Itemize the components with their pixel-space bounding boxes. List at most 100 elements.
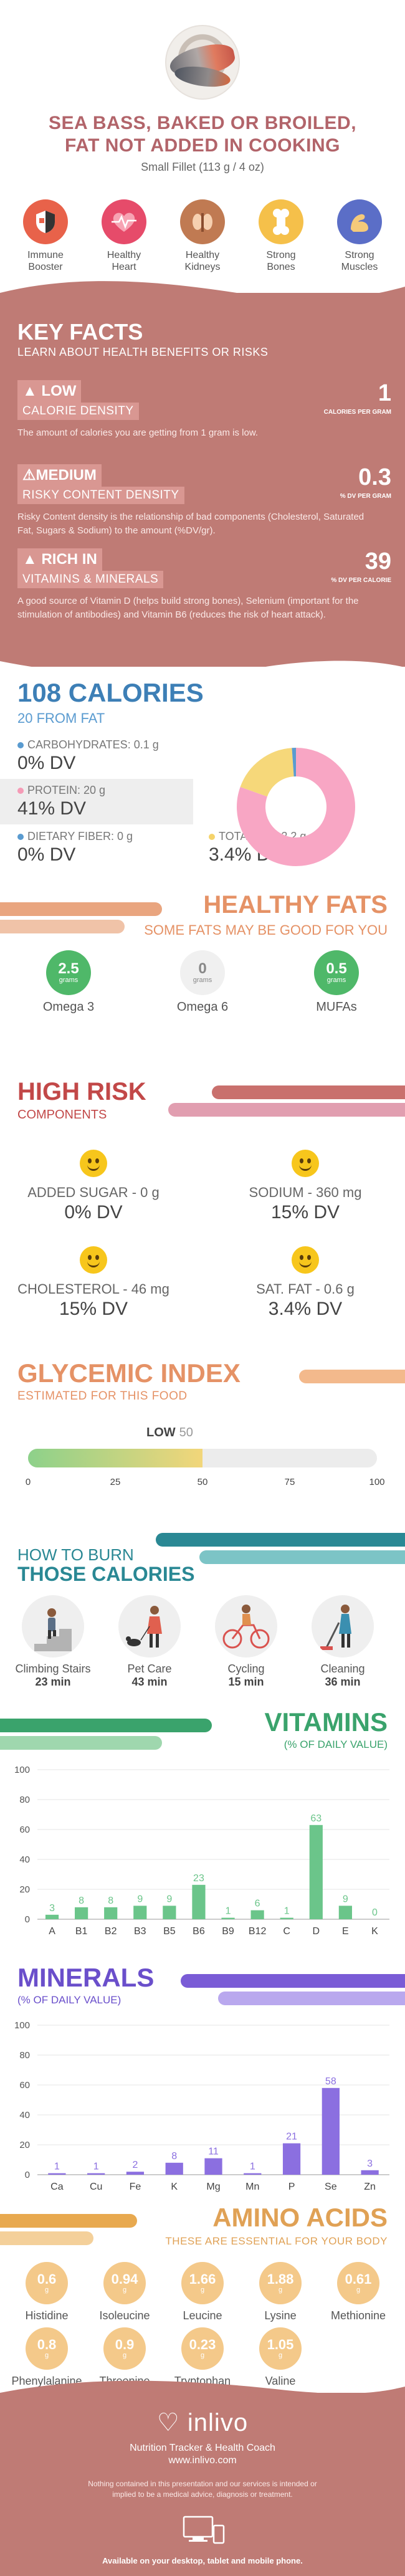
bar-value-label: 9 (166, 1894, 172, 1904)
wave-divider (0, 281, 405, 312)
amino-name: Leucine (183, 2309, 222, 2322)
bar-value-label: 1 (54, 2162, 60, 2172)
amino-circle: 0.61 g (337, 2262, 379, 2304)
y-tick-label: 40 (19, 2110, 30, 2120)
amino-unit: g (44, 2286, 49, 2294)
bar-value-label: 8 (171, 2151, 177, 2162)
fact-description: Risky Content density is the relationshi… (17, 512, 364, 536)
decor-stripe (218, 1992, 405, 2005)
brand-name: inlivo (187, 2409, 249, 2436)
decor-stripe (0, 920, 125, 933)
glycemic-tick: 0 (25, 1477, 31, 1487)
bar-E (338, 1906, 352, 1919)
glycemic-bar (28, 1449, 377, 1467)
x-tick-label: D (313, 1926, 320, 1937)
benefit-immune: Immune Booster (11, 199, 80, 273)
amino-name: Valine (265, 2375, 296, 2387)
bar-value-label: 3 (49, 1903, 55, 1914)
amino-methionine: 0.61 g Methionine (321, 2262, 396, 2322)
fat-circle: 0 grams (180, 950, 225, 995)
brand-logo[interactable]: ♡ inlivo (0, 2408, 405, 2437)
y-tick-label: 0 (25, 1914, 30, 1925)
amino-unit: g (200, 2352, 205, 2359)
bar-value-label: 2 (132, 2160, 138, 2170)
fat-omega6: 0 grams Omega 6 (153, 950, 252, 1014)
amino-unit: g (122, 2286, 127, 2294)
amino-circle: 1.66 g (181, 2262, 224, 2304)
activity-cleaning: Cleaning 36 min (302, 1595, 383, 1689)
legend-dot (17, 742, 24, 749)
bar-B3 (133, 1906, 147, 1919)
fact-calorie-density: ▲ LOW CALORIE DENSITY 1 CALORIES PER GRA… (17, 380, 391, 440)
health-benefits: Immune Booster Healthy Heart Healthy Kidney… (0, 199, 405, 273)
healthy-fats-title: HEALTHY FATS (203, 891, 388, 918)
fat-circle: 2.5 grams (46, 950, 91, 995)
x-tick-label: Cu (90, 2182, 102, 2192)
donut-slice-protein (237, 748, 355, 866)
amino-value: 1.05 (267, 2337, 294, 2352)
activity-time: 36 min (325, 1676, 361, 1688)
risk-dv: 3.4% DV (268, 1299, 343, 1319)
glycemic-level: LOW 50 (146, 1426, 193, 1440)
bar-value-label: 9 (137, 1894, 143, 1904)
bar-value-label: 9 (343, 1894, 348, 1904)
vitamins-bar-chart: 0 20 40 60 80 100 3 A 8 B1 8 B2 9 B3 9 B5 23 B6 1 B9 6 B12 1 C 6… (14, 1765, 389, 1937)
thumbs-up-icon: ▲ (22, 383, 37, 399)
risk-name: CHOLESTEROL - 46 mg (17, 1281, 169, 1297)
bar-Se (322, 2087, 340, 2175)
glycemic-tick: 50 (197, 1477, 208, 1487)
x-tick-label: Fe (130, 2182, 141, 2192)
key-facts-subtitle: LEARN ABOUT HEALTH BENEFITS OR RISKS (17, 346, 269, 358)
glycemic-ticks: 0 25 50 75 100 (25, 1477, 385, 1489)
calories-section: 108 CALORIES 20 FROM FAT CARBOHYDRATES: … (0, 667, 405, 872)
fat-name: Omega 3 (42, 1000, 95, 1014)
nutrient-dv: 0% DV (17, 844, 76, 865)
amino-acids-section: AMINO ACIDS THESE ARE ESSENTIAL FOR YOUR… (0, 2203, 405, 2390)
y-tick-label: 40 (19, 1854, 30, 1865)
amino-leucine: 1.66 g Leucine (165, 2262, 240, 2322)
fat-name: MUFAs (316, 1000, 357, 1014)
fact-level: MEDIUM (36, 467, 97, 484)
bar-B2 (104, 1907, 118, 1919)
decor-stripe (0, 1736, 162, 1750)
fact-name: RISKY CONTENT DENSITY (17, 487, 184, 504)
nutrient-dv: 0% DV (17, 753, 76, 773)
amino-value: 0.23 (189, 2337, 216, 2352)
y-tick-label: 100 (14, 1765, 30, 1775)
bar-value-label: 63 (310, 1813, 322, 1824)
benefit-label: Strong (266, 250, 296, 260)
amino-unit: g (44, 2352, 49, 2359)
glycemic-level-text: LOW (146, 1426, 176, 1439)
macro-donut-chart (237, 748, 355, 866)
activity-cycling: Cycling 15 min (206, 1595, 287, 1689)
x-tick-label: C (283, 1926, 290, 1937)
vitamins-subtitle: (% OF DAILY VALUE) (284, 1739, 388, 1750)
amino-name: Histidine (25, 2309, 69, 2322)
risk-added-sugar: ADDED SUGAR - 0 g 0% DV (0, 1150, 187, 1223)
benefit-label: Immune (27, 250, 64, 260)
vacuum-icon (312, 1595, 374, 1658)
amino-name: Isoleucine (99, 2309, 150, 2322)
disclaimer: Nothing contained in this presentation a… (88, 2479, 317, 2499)
fat-mufas: 0.5 grams MUFAs (287, 950, 386, 1014)
fat-value: 2.5 (58, 960, 79, 977)
activity-time: 15 min (228, 1676, 264, 1688)
bar-value-label: 23 (193, 1873, 204, 1884)
bar-P (282, 2143, 301, 2175)
amino-name: Lysine (264, 2309, 297, 2322)
legend-dot (17, 834, 24, 841)
x-tick-label: P (288, 2182, 295, 2192)
brand-url[interactable]: www.inlivo.com (168, 2455, 237, 2466)
x-tick-label: B6 (193, 1926, 205, 1937)
glycemic-tick: 100 (369, 1477, 385, 1487)
dog-walk-icon (118, 1595, 181, 1658)
activity-time: 23 min (35, 1676, 71, 1688)
x-tick-label: B3 (134, 1926, 146, 1937)
decor-stripe (181, 1974, 405, 1988)
x-tick-label: Mg (206, 2182, 220, 2192)
decor-stripe (199, 1550, 405, 1564)
decor-stripe (0, 2231, 93, 2245)
bar-value-label: 1 (93, 2162, 99, 2172)
bar-value-label: 21 (286, 2132, 297, 2142)
bar-value-label: 1 (250, 2162, 255, 2172)
